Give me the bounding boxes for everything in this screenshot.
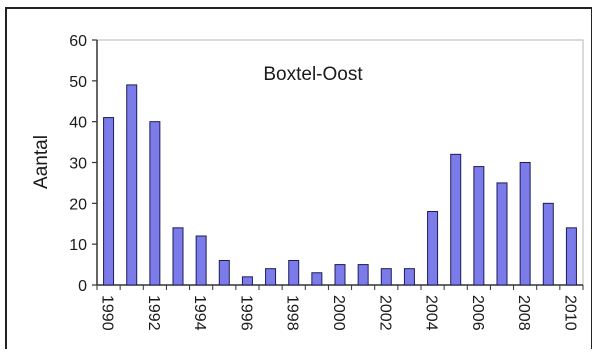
x-tick-label: 1996 [237,295,254,331]
x-tick-label: 2008 [515,295,532,331]
bars [103,84,577,286]
bar-1993 [172,227,184,286]
bar-1996 [241,276,253,286]
bar-2006 [473,166,485,286]
x-tick-label: 2010 [561,295,578,331]
x-tick-label: 1994 [191,295,208,331]
y-tick-label: 50 [69,74,87,91]
x-tick-label: 2004 [423,295,440,331]
bar-2003 [403,268,415,286]
x-axis: 1990 1992 1994 1996 1998 2000 2002 2004 2006 2008… [96,284,584,331]
bar-1991 [126,84,138,286]
y-tick-label: 40 [69,115,87,132]
y-tick-label: 0 [78,278,87,295]
x-tick-label: 1992 [145,295,162,331]
bar-2001 [357,264,369,286]
x-tick-label: 1998 [284,295,301,331]
bar-1995 [218,260,230,286]
bar-2005 [450,153,462,286]
bar-2010 [565,227,577,286]
y-tick-label: 60 [69,33,87,50]
y-axis: 0 10 20 30 40 50 60 [69,33,98,295]
bar-1997 [265,268,277,286]
y-tick-label: 20 [69,196,87,213]
x-tick-label: 2000 [330,295,347,331]
x-tick-label: 1990 [99,295,116,331]
x-tick-label: 2002 [376,295,393,331]
bar-2002 [380,268,392,286]
bar-1992 [149,121,161,286]
y-tick-label: 30 [69,156,87,173]
bar-2008 [519,162,531,286]
x-tick-label: 2006 [469,295,486,331]
bar-2000 [334,264,346,286]
chart-title: Boxtel-Oost [263,64,363,85]
bar-2009 [542,202,554,286]
y-axis-label: Aantal [31,135,52,189]
bar-1998 [288,260,300,286]
bar-2004 [427,211,439,286]
y-tick-label: 10 [69,237,87,254]
bar-1990 [103,117,115,286]
bar-2007 [496,182,508,286]
bar-1999 [311,272,323,286]
bar-1994 [195,235,207,286]
